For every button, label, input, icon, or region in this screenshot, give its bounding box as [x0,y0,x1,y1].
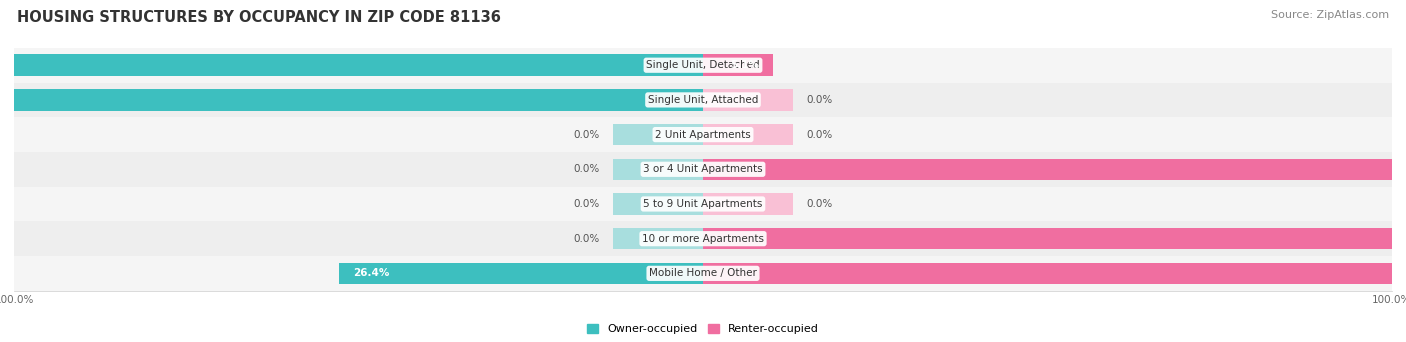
Bar [703,193,793,215]
Text: 26.4%: 26.4% [353,268,389,278]
Bar [14,221,1392,256]
Bar [14,152,1392,187]
Bar [703,124,793,145]
Text: 10 or more Apartments: 10 or more Apartments [643,234,763,244]
Bar [703,54,773,76]
Text: 5 to 9 Unit Apartments: 5 to 9 Unit Apartments [644,199,762,209]
Legend: Owner-occupied, Renter-occupied: Owner-occupied, Renter-occupied [582,319,824,339]
Bar [14,117,1392,152]
Bar [339,263,703,284]
Text: 5.1%: 5.1% [731,60,759,70]
Bar [703,228,1406,249]
Text: Mobile Home / Other: Mobile Home / Other [650,268,756,278]
Bar [14,187,1392,221]
Text: 0.0%: 0.0% [574,199,599,209]
Bar [703,89,793,111]
Bar [613,124,703,145]
Text: Source: ZipAtlas.com: Source: ZipAtlas.com [1271,10,1389,20]
Bar [703,263,1406,284]
Bar [14,256,1392,291]
Text: Single Unit, Attached: Single Unit, Attached [648,95,758,105]
Text: 2 Unit Apartments: 2 Unit Apartments [655,130,751,140]
Bar [613,228,703,249]
Text: HOUSING STRUCTURES BY OCCUPANCY IN ZIP CODE 81136: HOUSING STRUCTURES BY OCCUPANCY IN ZIP C… [17,10,501,25]
Bar [613,193,703,215]
Text: 0.0%: 0.0% [574,164,599,174]
Bar [0,54,703,76]
Bar [613,159,703,180]
Text: 0.0%: 0.0% [807,199,832,209]
Text: Single Unit, Detached: Single Unit, Detached [647,60,759,70]
Text: 0.0%: 0.0% [807,95,832,105]
Text: 3 or 4 Unit Apartments: 3 or 4 Unit Apartments [643,164,763,174]
Bar [14,48,1392,82]
Bar [703,159,1406,180]
Text: 0.0%: 0.0% [574,130,599,140]
Bar [14,82,1392,117]
Bar [0,89,703,111]
Text: 0.0%: 0.0% [807,130,832,140]
Text: 0.0%: 0.0% [574,234,599,244]
